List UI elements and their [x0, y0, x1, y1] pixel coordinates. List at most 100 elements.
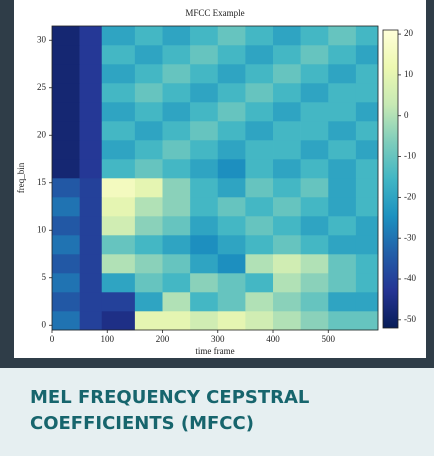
- heatmap-cell: [245, 235, 274, 255]
- heatmap-cell: [245, 102, 274, 122]
- heatmap-cell: [245, 26, 274, 46]
- heatmap-cell: [162, 197, 191, 217]
- heatmap-cell: [101, 235, 136, 255]
- heatmap-cell: [190, 235, 219, 255]
- heatmap-cell: [328, 273, 357, 293]
- heatmap-cell: [300, 102, 329, 122]
- heatmap-cell: [134, 140, 163, 160]
- heatmap-cell: [79, 273, 103, 293]
- heatmap-cell: [190, 197, 219, 217]
- heatmap-cell: [190, 273, 219, 293]
- x-tick-label: 100: [101, 334, 115, 344]
- heatmap-cell: [328, 121, 357, 141]
- heatmap-cell: [79, 216, 103, 236]
- colorbar: [382, 29, 399, 329]
- heatmap-cell: [328, 235, 357, 255]
- heatmap-cell: [245, 216, 274, 236]
- heatmap-cell: [273, 83, 301, 103]
- heatmap-cell: [245, 64, 274, 84]
- heatmap-cell: [79, 254, 103, 274]
- heatmap-cell: [134, 121, 163, 141]
- heatmap-cell: [300, 140, 329, 160]
- heatmap-cell: [245, 254, 274, 274]
- heatmap-cell: [273, 159, 301, 179]
- x-tick-label: 500: [322, 334, 336, 344]
- heatmap-cell: [134, 45, 163, 65]
- plot-frame: [51, 25, 379, 331]
- heatmap-cell: [355, 102, 379, 122]
- heatmap-cell: [134, 83, 163, 103]
- heatmap-cell: [101, 121, 136, 141]
- heatmap-cell: [355, 45, 379, 65]
- heatmap-cell: [79, 292, 103, 312]
- heatmap-cell: [79, 26, 103, 46]
- x-tick-label: 300: [211, 334, 225, 344]
- heatmap-cell: [190, 140, 219, 160]
- heatmap-cell: [300, 159, 329, 179]
- heatmap-cell: [52, 216, 80, 236]
- heatmap-cell: [328, 159, 357, 179]
- heatmap-cell: [300, 311, 329, 331]
- heatmap-cell: [162, 140, 191, 160]
- heatmap-cell: [217, 311, 246, 331]
- heatmap-cell: [101, 102, 136, 122]
- heatmap-cell: [245, 140, 274, 160]
- heatmap-cell: [134, 159, 163, 179]
- heatmap-cell: [355, 197, 379, 217]
- heatmap-cell: [217, 64, 246, 84]
- heatmap-cell: [245, 178, 274, 198]
- heatmap-cell: [245, 83, 274, 103]
- heatmap-cell: [355, 121, 379, 141]
- heatmap-cell: [355, 64, 379, 84]
- heatmap-cell: [273, 197, 301, 217]
- heatmap-cell: [273, 140, 301, 160]
- heatmap-cell: [52, 292, 80, 312]
- heatmap-cell: [101, 140, 136, 160]
- y-tick-label: 25: [37, 82, 47, 92]
- heatmap-cell: [52, 102, 80, 122]
- heatmap-cell: [328, 102, 357, 122]
- heatmap-cell: [300, 178, 329, 198]
- heatmap-cell: [79, 64, 103, 84]
- heatmap-cell: [52, 273, 80, 293]
- heatmap-cell: [52, 159, 80, 179]
- y-axis-label: freq_bin: [16, 162, 26, 193]
- caption-panel: [0, 368, 434, 456]
- heatmap-cell: [300, 197, 329, 217]
- heatmap-cell: [355, 235, 379, 255]
- heatmap-cell: [101, 159, 136, 179]
- heatmap-cell: [245, 311, 274, 331]
- heatmap-cell: [134, 273, 163, 293]
- heatmap-cell: [328, 216, 357, 236]
- heatmap-cell: [328, 140, 357, 160]
- heatmap-cell: [355, 292, 379, 312]
- heatmap-cell: [101, 197, 136, 217]
- heatmap-cell: [101, 273, 136, 293]
- heatmap-cell: [52, 64, 80, 84]
- colorbar-tick-label: -30: [404, 232, 416, 242]
- heatmap-cell: [300, 83, 329, 103]
- heatmap-cell: [245, 159, 274, 179]
- heatmap-cell: [190, 102, 219, 122]
- heatmap-cell: [300, 64, 329, 84]
- heatmap-cell: [101, 83, 136, 103]
- heatmap-cell: [217, 26, 246, 46]
- heatmap-cell: [273, 254, 301, 274]
- heatmap-cell: [355, 178, 379, 198]
- heatmap-cell: [162, 216, 191, 236]
- heatmap-cell: [79, 178, 103, 198]
- heatmap-cell: [101, 64, 136, 84]
- heatmap-cell: [52, 45, 80, 65]
- heatmap-cell: [162, 159, 191, 179]
- heatmap-cell: [217, 45, 246, 65]
- heatmap-cell: [52, 83, 80, 103]
- heatmap-cell: [79, 159, 103, 179]
- heatmap-cell: [134, 197, 163, 217]
- heatmap-cell: [328, 292, 357, 312]
- heatmap-cell: [190, 83, 219, 103]
- heatmap-cell: [355, 159, 379, 179]
- heatmap-cell: [273, 273, 301, 293]
- y-tick-label: 15: [37, 177, 47, 187]
- heatmap-cell: [355, 273, 379, 293]
- colorbar-tick-label: -50: [404, 314, 416, 324]
